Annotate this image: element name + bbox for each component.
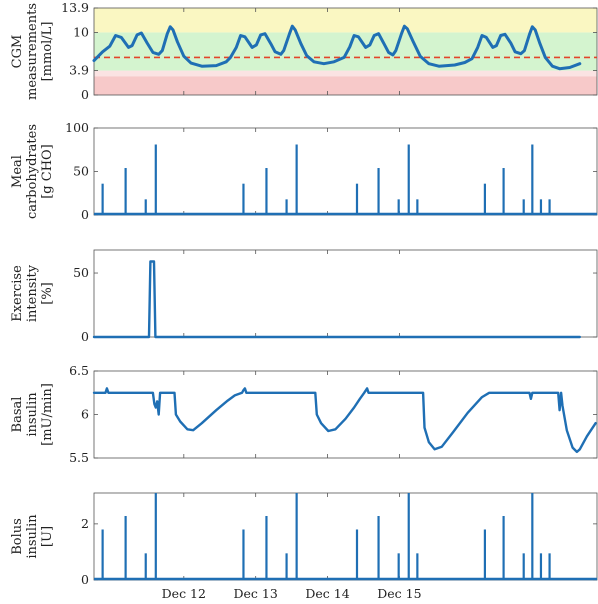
p5-ytick-label-0: 0 [81, 572, 89, 587]
p1-ytick-label-2: 10 [73, 24, 89, 39]
p3-frame [93, 249, 598, 338]
p1-ytick-label-1: 3.9 [69, 63, 89, 78]
p5-ylabel-line-0: Bolus [10, 518, 25, 555]
p2-panel: 0 50 100 Meal carbohydrates [g CHO] [10, 120, 598, 222]
p3-ylabel-line-0: Exercise [10, 265, 25, 322]
p1-series-line [92, 24, 582, 71]
p1-ytick-label-0: 0 [81, 87, 89, 102]
p3-ylabel-line-1: intensity [25, 264, 40, 322]
p4-ytick-label-1: 6 [81, 407, 89, 422]
p2-ytick-label-2: 100 [65, 120, 89, 135]
p2-ylabel-line-1: carbohydrates [25, 124, 40, 219]
p1-ylabel-line-2: [mmol/L] [40, 22, 55, 82]
p4-ylabel-line-2: [mU/min] [40, 383, 55, 446]
p5-xtick-label-2: Dec 14 [305, 586, 349, 601]
p4-ylabel-line-0: Basal [10, 397, 25, 433]
p5-panel: 0 2 Bolus insulin [U] Dec 12 Dec 13 Dec 14 Dec 1… [10, 492, 598, 601]
p1-frame [93, 7, 598, 96]
p5-ylabel-line-1: insulin [25, 514, 40, 559]
p3-ytick-label-0: 0 [81, 329, 89, 344]
p4-ylabel-line-1: insulin [25, 392, 40, 437]
p1-band-0 [94, 76, 597, 95]
p1-ylabel-line-1: measurements [25, 3, 40, 100]
p5-ytick-label-1: 2 [81, 516, 89, 531]
p1-ylabel-line-0: CGM [10, 35, 25, 69]
p4-series-line [92, 387, 597, 454]
p2-ytick-label-0: 0 [81, 207, 89, 222]
p3-series-line [92, 260, 581, 339]
p1-band-1 [94, 70, 597, 77]
p1-band-3 [94, 8, 597, 33]
p1-ytick-label-3: 13.9 [61, 0, 89, 15]
p4-frame [93, 370, 598, 459]
p5-frame [93, 492, 598, 581]
p3-ytick-label-1: 50 [73, 265, 89, 280]
p2-frame [93, 127, 598, 216]
p5-ylabel-line-2: [U] [40, 526, 55, 547]
p2-ytick-label-1: 50 [73, 164, 89, 179]
p4-ytick-label-0: 5.5 [69, 450, 89, 465]
p5-xtick-label-0: Dec 12 [162, 586, 206, 601]
p4-panel: 5.5 6 6.5 Basal insulin [mU/min] [10, 363, 598, 465]
p2-ylabel-line-0: Meal [10, 155, 25, 188]
p3-panel: 0 50 Exercise intensity [%] [10, 249, 598, 344]
p5-xtick-label-1: Dec 13 [234, 586, 278, 601]
p5-xtick-label-3: Dec 15 [377, 586, 421, 601]
p2-ylabel-line-2: [g CHO] [40, 144, 55, 199]
p4-ytick-label-2: 6.5 [69, 363, 89, 378]
p3-ylabel-line-2: [%] [40, 282, 55, 305]
p1-panel: 0 3.9 10 13.9 CGM measurements [mmol/L] [10, 0, 598, 102]
